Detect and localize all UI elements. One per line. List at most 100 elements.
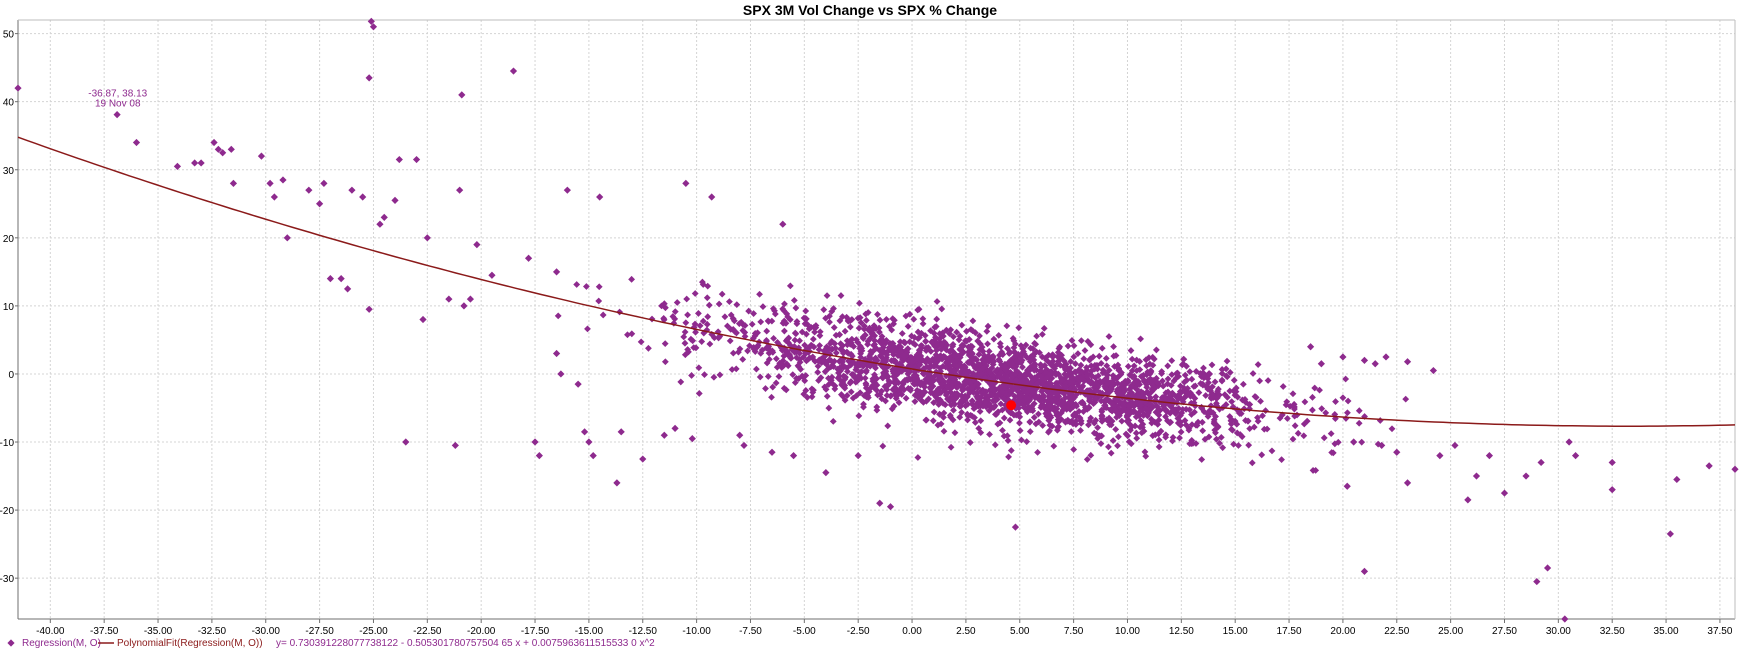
data-point bbox=[1043, 356, 1050, 364]
data-point bbox=[915, 354, 923, 362]
data-point bbox=[910, 315, 918, 323]
data-point bbox=[862, 381, 870, 389]
data-point bbox=[1047, 414, 1055, 421]
data-point bbox=[456, 186, 464, 194]
data-point bbox=[816, 328, 824, 336]
data-point bbox=[1155, 436, 1163, 444]
data-point bbox=[1181, 393, 1189, 401]
data-point bbox=[1485, 452, 1494, 460]
data-point bbox=[1087, 362, 1095, 370]
data-point bbox=[828, 379, 836, 387]
regression-equation: y= 0.730391228077738122 - 0.505301780757… bbox=[276, 638, 655, 649]
data-point bbox=[922, 358, 930, 366]
data-point bbox=[772, 355, 780, 363]
data-point bbox=[1045, 383, 1052, 391]
data-point bbox=[1086, 417, 1094, 425]
data-point bbox=[1232, 384, 1240, 392]
data-point bbox=[1137, 417, 1145, 425]
data-point bbox=[1085, 397, 1093, 405]
data-point bbox=[889, 315, 897, 323]
data-point bbox=[1355, 419, 1363, 427]
data-point bbox=[823, 392, 831, 400]
data-point bbox=[992, 367, 1000, 375]
data-point bbox=[791, 348, 799, 356]
data-point bbox=[1062, 366, 1069, 374]
data-point bbox=[1148, 380, 1156, 388]
data-point bbox=[933, 315, 941, 323]
data-point bbox=[1248, 459, 1256, 467]
data-point bbox=[958, 397, 966, 405]
data-point bbox=[1103, 390, 1111, 398]
data-point bbox=[210, 138, 218, 147]
data-point bbox=[1289, 435, 1297, 443]
data-point bbox=[639, 455, 647, 463]
data-point bbox=[966, 389, 973, 397]
data-point bbox=[873, 381, 881, 389]
data-point bbox=[966, 345, 974, 353]
data-point bbox=[1072, 417, 1080, 425]
data-point bbox=[573, 281, 581, 288]
data-point bbox=[931, 356, 939, 363]
data-point bbox=[1205, 379, 1212, 387]
data-point bbox=[1026, 372, 1034, 380]
data-point bbox=[782, 319, 790, 327]
data-point bbox=[1236, 410, 1244, 417]
data-point bbox=[820, 306, 828, 314]
data-point bbox=[999, 388, 1006, 395]
data-point bbox=[1339, 394, 1347, 402]
data-point bbox=[1085, 378, 1093, 386]
data-point bbox=[1015, 324, 1023, 332]
data-point bbox=[688, 372, 695, 379]
data-point bbox=[735, 348, 742, 356]
data-point bbox=[1114, 411, 1122, 419]
data-point bbox=[1207, 402, 1215, 410]
data-point bbox=[857, 353, 865, 361]
data-point bbox=[1107, 449, 1115, 457]
data-point bbox=[892, 347, 900, 354]
data-point bbox=[1097, 440, 1105, 448]
data-point bbox=[783, 360, 791, 368]
data-point bbox=[894, 352, 902, 359]
data-point bbox=[305, 186, 313, 194]
data-point bbox=[1052, 408, 1060, 416]
data-point bbox=[809, 353, 817, 361]
data-point bbox=[853, 377, 861, 385]
data-point bbox=[952, 361, 960, 369]
x-tick-label: 22.50 bbox=[1384, 626, 1409, 637]
data-point bbox=[704, 313, 712, 321]
data-point bbox=[599, 311, 607, 319]
highlighted-point[interactable] bbox=[1006, 400, 1017, 411]
x-tick-label: -5.00 bbox=[793, 626, 816, 637]
data-point bbox=[786, 282, 794, 290]
data-point bbox=[1112, 425, 1120, 433]
data-point bbox=[1125, 438, 1133, 446]
data-point bbox=[1133, 367, 1141, 375]
data-point bbox=[1098, 417, 1106, 425]
y-tick-label: -10 bbox=[0, 438, 14, 449]
data-point bbox=[894, 379, 902, 387]
data-point bbox=[1102, 354, 1110, 362]
data-point bbox=[739, 327, 747, 334]
data-point bbox=[283, 234, 291, 242]
data-point bbox=[1245, 401, 1253, 409]
data-point bbox=[584, 325, 591, 333]
data-point bbox=[1098, 412, 1106, 419]
data-point bbox=[895, 399, 903, 407]
data-point bbox=[1058, 385, 1066, 393]
data-point bbox=[814, 362, 822, 370]
data-point bbox=[976, 408, 984, 415]
data-point bbox=[1039, 422, 1047, 429]
data-point bbox=[1094, 382, 1102, 390]
data-point bbox=[1185, 426, 1193, 434]
data-point bbox=[915, 346, 923, 354]
data-point bbox=[803, 394, 811, 401]
data-point bbox=[757, 349, 765, 357]
data-point bbox=[1371, 360, 1379, 368]
data-point bbox=[821, 368, 829, 376]
data-point bbox=[858, 368, 865, 376]
data-point bbox=[977, 417, 985, 425]
x-tick-label: 5.00 bbox=[1010, 626, 1030, 637]
data-point bbox=[775, 373, 783, 380]
data-point bbox=[938, 375, 945, 383]
data-point bbox=[1069, 403, 1077, 411]
